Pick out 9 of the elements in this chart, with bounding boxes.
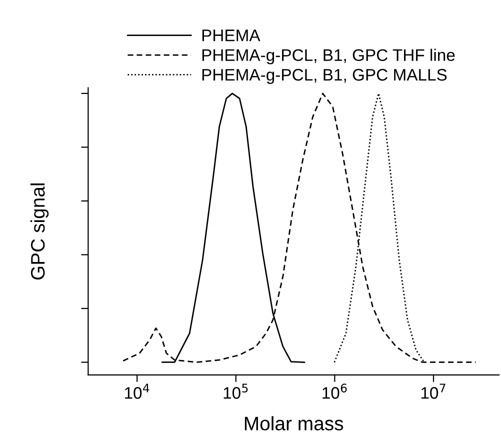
legend-label: PHEMA [202,30,260,42]
x-tick-label: 10$^{7}$ [421,384,446,399]
x-tick-label: 10$^{5}$ [224,384,248,399]
x-tick-label: 10$^{4}$ [125,384,150,399]
x-tick-label: 10$^{6}$ [322,384,347,399]
x-axis-title: Molar mass [244,416,344,430]
legend-label: PHEMA-g-PCL, B1, GPC THF line [202,48,455,64]
y-axis-title: GPC signal [30,183,49,280]
legend-label: PHEMA-g-PCL, B1, GPC MALLS [202,68,447,84]
